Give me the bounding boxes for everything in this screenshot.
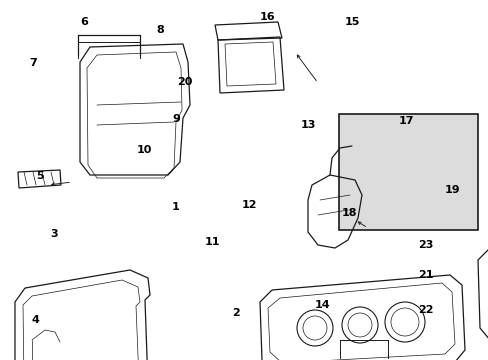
Text: 18: 18 <box>341 208 356 218</box>
Text: 15: 15 <box>344 17 359 27</box>
Text: 20: 20 <box>177 77 192 87</box>
Text: 4: 4 <box>31 315 39 325</box>
Text: 23: 23 <box>417 240 432 250</box>
Text: 14: 14 <box>314 300 330 310</box>
Text: 17: 17 <box>398 116 414 126</box>
Text: 5: 5 <box>36 171 44 181</box>
Text: 16: 16 <box>260 12 275 22</box>
Text: 1: 1 <box>172 202 180 212</box>
Text: 10: 10 <box>136 145 152 156</box>
Text: 21: 21 <box>417 270 432 280</box>
Text: 19: 19 <box>444 185 459 195</box>
Text: 11: 11 <box>204 237 220 247</box>
Text: 7: 7 <box>29 58 37 68</box>
Text: 12: 12 <box>241 200 257 210</box>
Bar <box>338 114 477 230</box>
Text: 9: 9 <box>172 114 180 124</box>
Text: 6: 6 <box>81 17 88 27</box>
Text: 2: 2 <box>232 308 240 318</box>
Text: 8: 8 <box>156 24 164 35</box>
Text: 13: 13 <box>300 120 315 130</box>
Text: 3: 3 <box>50 229 58 239</box>
Text: 22: 22 <box>417 305 432 315</box>
